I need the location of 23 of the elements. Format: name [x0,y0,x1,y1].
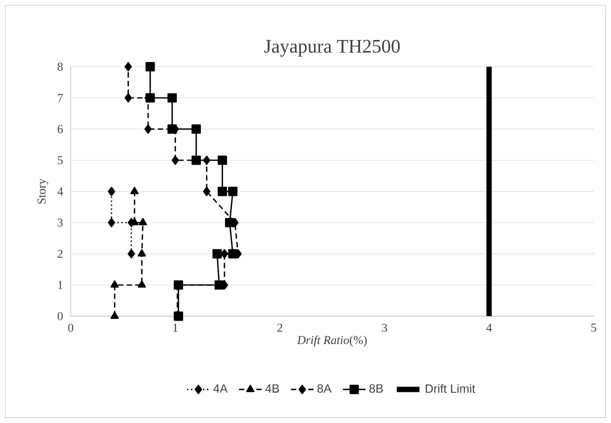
y-tick-label: 7 [58,94,63,102]
y-tick-label: 3 [58,218,63,227]
legend-label: 4A [213,384,228,393]
y-tick-label: 0 [58,312,63,320]
x-axis-title: Drift Ratio(%) [297,336,367,347]
y-tick-label: 2 [58,250,63,258]
y-tick-label: 5 [58,156,63,164]
legend-label: 4B [265,384,280,393]
x-tick-label: 2 [277,324,282,332]
y-tick-label: 1 [58,281,62,289]
y-tick-label: 6 [58,125,63,134]
y-axis-title: Story [38,178,48,204]
x-tick-label: 5 [591,324,596,332]
chart-title: Jayapura TH2500 [264,40,400,57]
y-tick-label: 8 [58,62,63,71]
y-tick-label: 4 [57,188,63,196]
x-tick-label: 1 [173,324,178,332]
legend-label: 8B [369,384,383,393]
legend-label: Drift Limit [426,384,476,393]
x-tick-label: 4 [486,324,492,332]
x-tick-label: 0 [68,324,74,332]
x-tick-label: 3 [382,324,388,332]
legend-label: 8A [317,384,332,393]
